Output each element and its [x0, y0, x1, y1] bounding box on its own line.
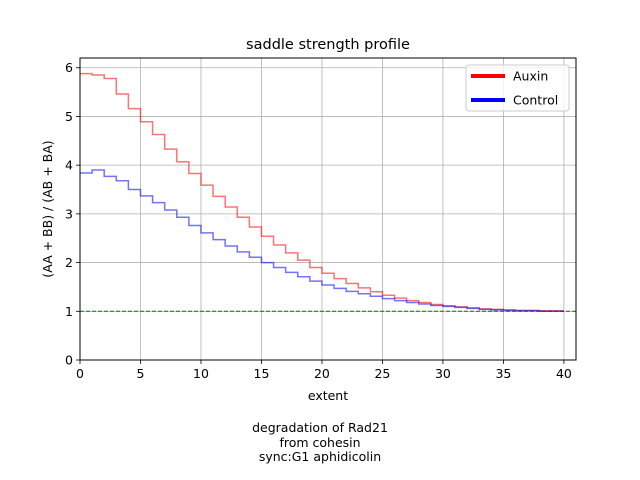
x-tick-label: 15: [254, 366, 270, 381]
y-ticks: 0 1 2 3 4 5 6: [65, 60, 80, 368]
series-group: [80, 72, 564, 313]
x-tick-label: 10: [193, 366, 209, 381]
x-tick-label: 30: [435, 366, 451, 381]
caption: degradation of Rad21 from cohesin sync:G…: [0, 420, 640, 465]
series-line-control: [80, 169, 564, 313]
legend-label-control: Control: [513, 93, 558, 108]
x-axis-label: extent: [308, 388, 348, 403]
x-tick-label: 20: [314, 366, 330, 381]
x-tick-label: 5: [137, 366, 145, 381]
caption-line-2: from cohesin: [279, 434, 361, 450]
caption-line-1: degradation of Rad21: [252, 420, 388, 435]
y-tick-label: 4: [65, 158, 73, 173]
x-tick-label: 35: [495, 366, 511, 381]
y-tick-label: 3: [65, 206, 73, 221]
y-tick-label: 1: [65, 304, 73, 319]
y-tick-label: 5: [65, 109, 73, 124]
y-tick-label: 0: [65, 353, 73, 368]
chart-title: saddle strength profile: [246, 37, 410, 53]
y-tick-label: 2: [65, 255, 73, 270]
x-tick-label: 25: [374, 366, 390, 381]
y-axis-label: (AA + BB) / (AB + BA): [40, 140, 55, 277]
x-tick-label: 0: [76, 366, 84, 381]
y-tick-label: 6: [65, 60, 73, 75]
caption-line-3: sync:G1 aphidicolin: [258, 449, 382, 464]
legend: Auxin Control: [465, 64, 570, 112]
legend-label-auxin: Auxin: [513, 69, 548, 84]
x-ticks: 0 5 10 15 20 25 30 35 40: [76, 360, 572, 381]
x-tick-label: 40: [556, 366, 572, 381]
plot-frame: [79, 57, 577, 361]
